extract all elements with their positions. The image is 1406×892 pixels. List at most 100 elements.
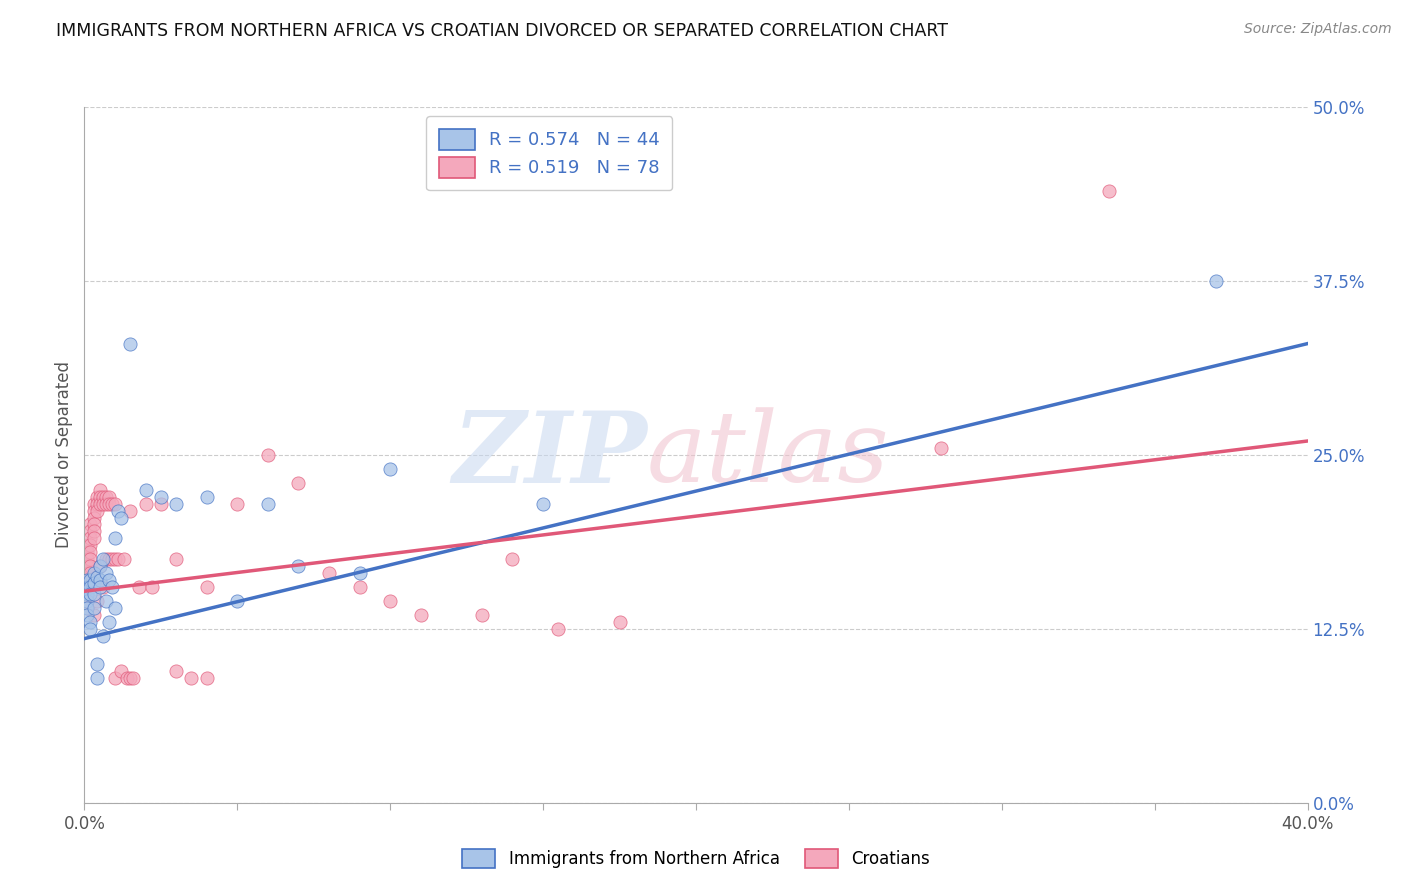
Point [101, 580, 124, 594]
Point [86, 570, 108, 584]
Point [83, 601, 105, 615]
Point [86, 594, 108, 608]
Point [83, 497, 105, 511]
Point [91, 490, 114, 504]
Point [89, 490, 111, 504]
Point [104, 552, 127, 566]
Point [165, 497, 187, 511]
Point [83, 517, 105, 532]
Point [91, 629, 114, 643]
Point [83, 576, 105, 591]
Point [86, 671, 108, 685]
Point [89, 580, 111, 594]
Point [83, 607, 105, 622]
Point [76, 552, 98, 566]
Text: Source: ZipAtlas.com: Source: ZipAtlas.com [1244, 22, 1392, 37]
Point [76, 573, 98, 587]
Point [79, 587, 101, 601]
Point [101, 497, 124, 511]
Point [83, 566, 105, 581]
Point [120, 671, 142, 685]
Point [76, 573, 98, 587]
Point [135, 497, 157, 511]
Point [79, 559, 101, 574]
Point [122, 671, 145, 685]
Point [89, 559, 111, 574]
Point [89, 483, 111, 497]
Point [76, 601, 98, 615]
Point [89, 497, 111, 511]
Point [120, 503, 142, 517]
Point [86, 490, 108, 504]
Point [76, 580, 98, 594]
Point [110, 664, 132, 678]
Text: atlas: atlas [647, 408, 890, 502]
Point [165, 552, 187, 566]
Point [149, 497, 172, 511]
Point [79, 545, 101, 559]
Point [226, 497, 249, 511]
Point [76, 601, 98, 615]
Point [89, 573, 111, 587]
Point [349, 580, 371, 594]
Point [107, 552, 129, 566]
Point [76, 607, 98, 622]
Point [318, 566, 340, 581]
Point [79, 580, 101, 594]
Point [79, 573, 101, 587]
Point [141, 580, 163, 594]
Point [120, 336, 142, 351]
Text: ZIP: ZIP [453, 407, 647, 503]
Point [76, 594, 98, 608]
Point [195, 671, 218, 685]
Point [79, 573, 101, 587]
Point [83, 587, 105, 601]
Point [97, 615, 120, 629]
Point [115, 671, 138, 685]
Point [76, 559, 98, 574]
Point [79, 580, 101, 594]
Point [83, 503, 105, 517]
Point [86, 503, 108, 517]
Point [287, 475, 309, 490]
Point [1098, 184, 1121, 198]
Point [94, 552, 117, 566]
Point [110, 510, 132, 524]
Point [502, 552, 524, 566]
Text: IMMIGRANTS FROM NORTHERN AFRICA VS CROATIAN DIVORCED OR SEPARATED CORRELATION CH: IMMIGRANTS FROM NORTHERN AFRICA VS CROAT… [56, 22, 948, 40]
Y-axis label: Divorced or Separated: Divorced or Separated [55, 361, 73, 549]
Point [79, 566, 101, 581]
Point [76, 587, 98, 601]
Point [101, 552, 124, 566]
Point [79, 622, 101, 636]
Point [97, 573, 120, 587]
Point [104, 497, 127, 511]
Point [531, 497, 554, 511]
Point [471, 607, 494, 622]
Point [89, 559, 111, 574]
Point [86, 657, 108, 671]
Point [128, 580, 150, 594]
Point [94, 594, 117, 608]
Point [83, 510, 105, 524]
Point [104, 671, 127, 685]
Point [94, 566, 117, 581]
Point [609, 615, 631, 629]
Point [287, 559, 309, 574]
Point [149, 490, 172, 504]
Point [195, 580, 218, 594]
Point [380, 594, 402, 608]
Point [380, 462, 402, 476]
Point [76, 587, 98, 601]
Point [83, 532, 105, 546]
Point [107, 503, 129, 517]
Point [79, 524, 101, 539]
Point [112, 552, 135, 566]
Point [97, 552, 120, 566]
Point [76, 580, 98, 594]
Point [79, 517, 101, 532]
Point [409, 607, 432, 622]
Point [349, 566, 371, 581]
Point [79, 552, 101, 566]
Point [79, 538, 101, 552]
